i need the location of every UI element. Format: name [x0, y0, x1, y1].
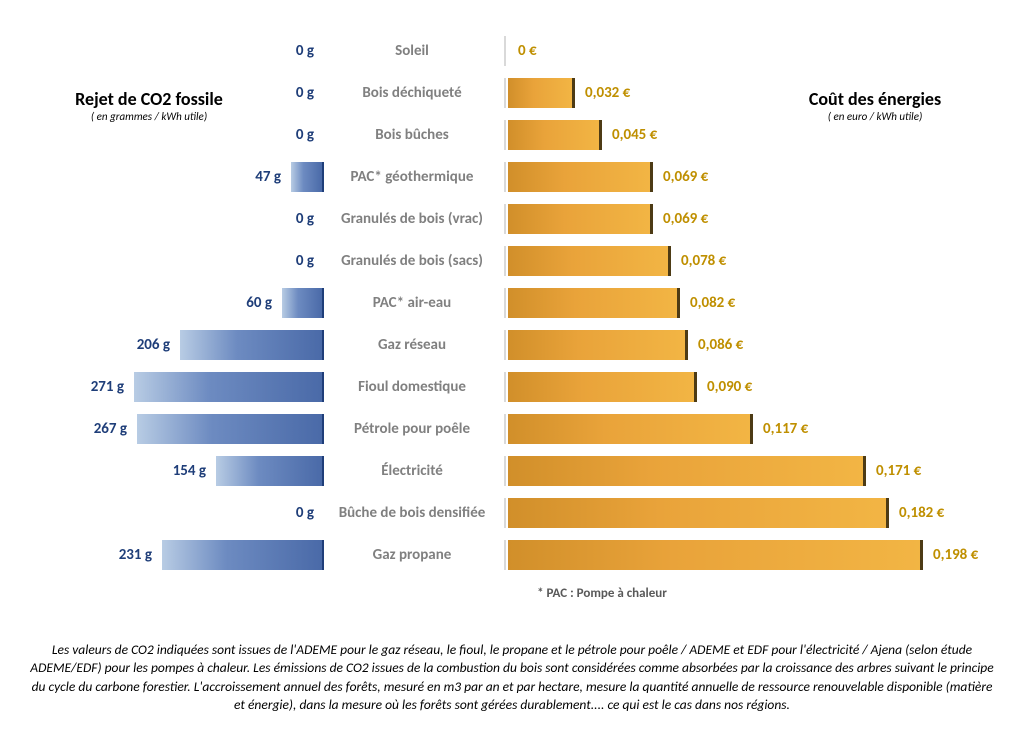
axis-separator — [504, 120, 506, 150]
cost-value: 0,090 € — [707, 378, 752, 396]
energy-label: Granulés de bois (vrac) — [324, 210, 500, 228]
cost-bar — [508, 162, 653, 192]
cost-bar — [508, 540, 923, 570]
axis-separator — [504, 330, 506, 360]
chart-rows: 0 gSoleil0 €0 gBois déchiqueté0,032 €0 g… — [20, 30, 1004, 576]
chart-row: 271 g Fioul domestique 0,090 € — [20, 366, 1004, 408]
cost-bar — [508, 78, 575, 108]
cost-bar — [508, 456, 866, 486]
energy-comparison-chart: Rejet de CO2 fossile ( en grammes / kWh … — [20, 30, 1004, 601]
energy-label: Bois bûches — [324, 126, 500, 144]
chart-row: 267 g Pétrole pour poêle 0,117 € — [20, 408, 1004, 450]
chart-row: 206 g Gaz réseau 0,086 € — [20, 324, 1004, 366]
co2-value: 0 g — [296, 126, 314, 144]
chart-row: 231 g Gaz propane 0,198 € — [20, 534, 1004, 576]
chart-row: 0 g Bois déchiqueté 0,032 € — [20, 72, 1004, 114]
energy-label: Électricité — [324, 462, 500, 480]
co2-value: 0 g — [296, 504, 314, 522]
co2-value: 47 g — [255, 168, 281, 186]
cost-value: 0,171 € — [876, 462, 921, 480]
co2-value: 154 g — [173, 462, 206, 480]
cost-bar — [508, 288, 680, 318]
cost-bar — [508, 414, 753, 444]
co2-value: 267 g — [94, 420, 127, 438]
cost-value: 0,032 € — [585, 84, 630, 102]
co2-value: 0 g — [296, 252, 314, 270]
axis-separator — [504, 498, 506, 528]
energy-label: Bûche de bois densifiée — [324, 504, 500, 522]
chart-row: 154 g Électricité 0,171 € — [20, 450, 1004, 492]
axis-separator — [504, 246, 506, 276]
axis-separator — [504, 414, 506, 444]
cost-value: 0,198 € — [933, 546, 978, 564]
co2-bar — [216, 456, 324, 486]
cost-value: 0,182 € — [899, 504, 944, 522]
co2-value: 206 g — [137, 336, 170, 354]
co2-value: 0 g — [296, 210, 314, 228]
energy-label: Granulés de bois (sacs) — [324, 252, 500, 270]
cost-value: 0 € — [518, 42, 537, 60]
axis-separator — [504, 204, 506, 234]
co2-value: 0 g — [296, 42, 314, 60]
cost-bar — [508, 120, 602, 150]
cost-value: 0,082 € — [690, 294, 735, 312]
cost-bar — [508, 498, 889, 528]
energy-label: Gaz propane — [324, 546, 500, 564]
co2-bar — [291, 162, 324, 192]
co2-bar — [134, 372, 324, 402]
energy-label: Pétrole pour poêle — [324, 420, 500, 438]
chart-row: 0 g Bois bûches 0,045 € — [20, 114, 1004, 156]
energy-label: Gaz réseau — [324, 336, 500, 354]
energy-label: PAC* air-eau — [324, 294, 500, 312]
co2-value: 0 g — [296, 84, 314, 102]
axis-separator — [504, 456, 506, 486]
energy-label: Bois déchiqueté — [324, 84, 500, 102]
axis-separator — [504, 162, 506, 192]
cost-bar — [508, 330, 688, 360]
cost-value: 0,045 € — [612, 126, 657, 144]
axis-separator — [504, 288, 506, 318]
energy-label: PAC* géothermique — [324, 168, 500, 186]
methodology-note: Les valeurs de CO2 indiquées sont issues… — [30, 641, 994, 714]
co2-bar — [180, 330, 324, 360]
cost-bar — [508, 372, 697, 402]
axis-separator — [504, 36, 506, 66]
chart-row: 60 g PAC* air-eau 0,082 € — [20, 282, 1004, 324]
co2-value: 60 g — [246, 294, 272, 312]
chart-row: 47 g PAC* géothermique 0,069 € — [20, 156, 1004, 198]
axis-separator — [504, 78, 506, 108]
energy-label: Fioul domestique — [324, 378, 500, 396]
cost-value: 0,117 € — [763, 420, 808, 438]
cost-value: 0,069 € — [663, 168, 708, 186]
energy-label: Soleil — [324, 42, 500, 60]
cost-bar — [508, 204, 653, 234]
footnote-pac: * PAC : Pompe à chaleur — [200, 586, 1004, 601]
chart-row: 0 g Bûche de bois densifiée 0,182 € — [20, 492, 1004, 534]
cost-value: 0,078 € — [681, 252, 726, 270]
co2-value: 231 g — [119, 546, 152, 564]
cost-value: 0,069 € — [663, 210, 708, 228]
co2-bar — [137, 414, 324, 444]
co2-bar — [162, 540, 324, 570]
cost-bar — [508, 246, 671, 276]
cost-value: 0,086 € — [698, 336, 743, 354]
chart-row: 0 g Soleil 0 € — [20, 30, 1004, 72]
chart-row: 0 g Granulés de bois (sacs) 0,078 € — [20, 240, 1004, 282]
co2-value: 271 g — [91, 378, 124, 396]
co2-bar — [282, 288, 324, 318]
axis-separator — [504, 372, 506, 402]
axis-separator — [504, 540, 506, 570]
chart-row: 0 g Granulés de bois (vrac) 0,069 € — [20, 198, 1004, 240]
